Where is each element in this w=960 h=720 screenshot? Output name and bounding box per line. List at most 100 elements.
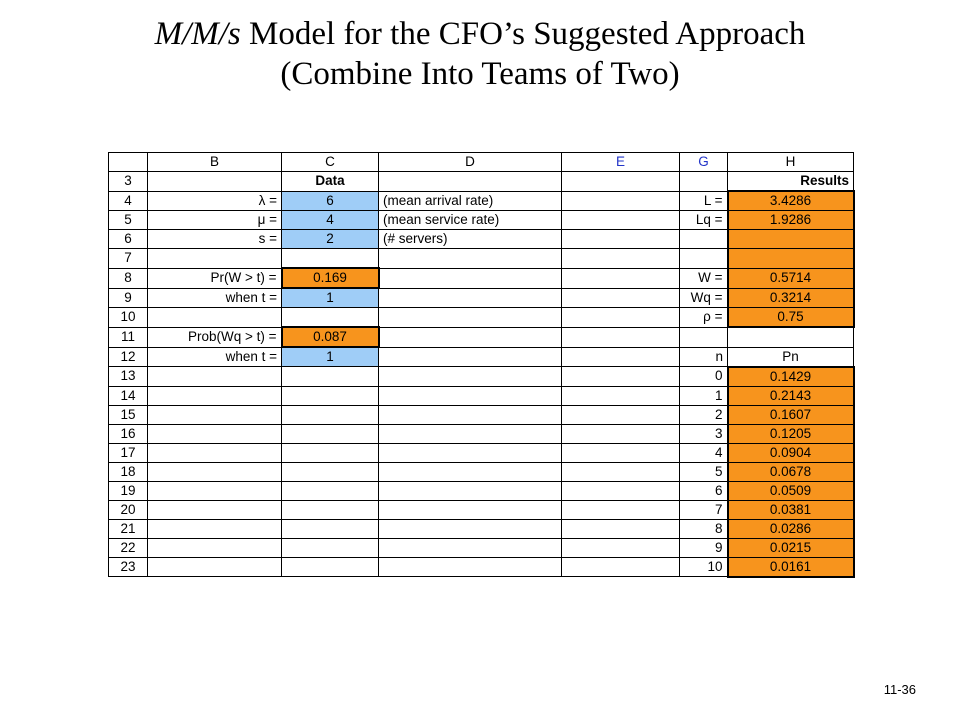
cell[interactable] — [378, 326, 562, 348]
cell[interactable] — [378, 366, 562, 387]
row-header[interactable]: 19 — [108, 480, 148, 501]
cell[interactable] — [281, 385, 379, 406]
cell[interactable] — [561, 326, 680, 348]
prob-wq-label[interactable]: Prob(Wq > t) = — [147, 326, 282, 348]
cell[interactable] — [679, 326, 728, 348]
cell[interactable] — [281, 404, 379, 425]
cell[interactable] — [378, 248, 562, 269]
cell[interactable] — [679, 229, 728, 249]
pn-value[interactable]: 0.1429 — [726, 365, 855, 387]
cell[interactable] — [561, 423, 680, 444]
rho-output[interactable]: 0.75 — [726, 307, 855, 328]
n-value[interactable]: 7 — [679, 499, 728, 520]
cell[interactable] — [281, 556, 379, 577]
cell[interactable] — [378, 171, 562, 192]
cell[interactable] — [378, 518, 562, 539]
l-output[interactable]: 3.4286 — [726, 190, 855, 211]
mu-input[interactable]: 4 — [281, 210, 379, 230]
column-header-b[interactable]: B — [147, 152, 282, 172]
when-t-label[interactable]: when t = — [147, 346, 282, 367]
pn-value[interactable]: 0.0904 — [726, 442, 855, 463]
row-header[interactable]: 22 — [108, 537, 148, 558]
cell[interactable] — [147, 385, 282, 406]
pn-value[interactable]: 0.0215 — [726, 537, 855, 558]
when-t-input[interactable]: 1 — [281, 287, 379, 308]
wq-label[interactable]: Wq = — [679, 287, 728, 308]
pn-value[interactable]: 0.0509 — [726, 480, 855, 501]
cell[interactable] — [561, 537, 680, 558]
n-value[interactable]: 9 — [679, 537, 728, 558]
column-header-e[interactable]: E — [561, 152, 680, 172]
pn-value[interactable]: 0.1607 — [726, 404, 855, 425]
cell[interactable] — [378, 346, 562, 367]
cell[interactable] — [147, 423, 282, 444]
results-cell[interactable] — [726, 229, 855, 249]
cell[interactable] — [281, 480, 379, 501]
cell[interactable] — [561, 385, 680, 406]
cell[interactable] — [147, 480, 282, 501]
row-header[interactable]: 4 — [108, 190, 148, 211]
cell[interactable] — [561, 461, 680, 482]
cell[interactable] — [281, 499, 379, 520]
pn-header[interactable]: Pn — [727, 346, 854, 367]
cell[interactable] — [147, 307, 282, 328]
prob-wq-output[interactable]: 0.087 — [280, 326, 380, 348]
cell[interactable] — [561, 190, 680, 211]
column-header-g[interactable]: G — [679, 152, 728, 172]
n-value[interactable]: 0 — [679, 366, 728, 387]
row-header[interactable]: 21 — [108, 518, 148, 539]
pr-w-label[interactable]: Pr(W > t) = — [147, 267, 282, 289]
cell[interactable] — [378, 423, 562, 444]
pn-value[interactable]: 0.2143 — [726, 385, 855, 406]
n-value[interactable]: 5 — [679, 461, 728, 482]
pr-w-output[interactable]: 0.169 — [280, 267, 380, 289]
cell[interactable] — [281, 442, 379, 463]
lambda-input[interactable]: 6 — [281, 190, 379, 211]
pn-value[interactable]: 0.0381 — [726, 499, 855, 520]
cell[interactable] — [561, 287, 680, 308]
cell[interactable] — [147, 537, 282, 558]
l-label[interactable]: L = — [679, 190, 728, 211]
cell[interactable] — [378, 307, 562, 328]
row-header[interactable]: 10 — [108, 307, 148, 328]
lambda-description[interactable]: (mean arrival rate) — [378, 190, 562, 211]
lq-label[interactable]: Lq = — [679, 210, 728, 230]
cell[interactable] — [147, 404, 282, 425]
cell[interactable] — [147, 518, 282, 539]
pn-value[interactable]: 0.1205 — [726, 423, 855, 444]
cell[interactable] — [679, 248, 728, 269]
cell[interactable] — [561, 556, 680, 577]
cell[interactable] — [281, 307, 379, 328]
n-value[interactable]: 10 — [679, 556, 728, 577]
column-header-d[interactable]: D — [378, 152, 562, 172]
rho-label[interactable]: ρ = — [679, 307, 728, 328]
cell[interactable] — [281, 423, 379, 444]
row-header[interactable]: 12 — [108, 346, 148, 367]
cell[interactable] — [561, 518, 680, 539]
cell[interactable] — [561, 267, 680, 289]
pn-value[interactable]: 0.0678 — [726, 461, 855, 482]
cell[interactable] — [378, 480, 562, 501]
results-cell[interactable] — [726, 248, 855, 269]
lambda-label[interactable]: λ = — [147, 190, 282, 211]
column-header-h[interactable]: H — [727, 152, 854, 172]
n-value[interactable]: 6 — [679, 480, 728, 501]
cell[interactable] — [561, 499, 680, 520]
row-header[interactable]: 11 — [108, 326, 148, 348]
row-header[interactable]: 3 — [108, 171, 148, 192]
n-value[interactable]: 8 — [679, 518, 728, 539]
cell[interactable] — [281, 518, 379, 539]
cell[interactable] — [281, 537, 379, 558]
n-value[interactable]: 3 — [679, 423, 728, 444]
cell[interactable] — [147, 556, 282, 577]
cell[interactable] — [378, 385, 562, 406]
cell[interactable] — [378, 404, 562, 425]
n-value[interactable]: 4 — [679, 442, 728, 463]
row-header[interactable]: 14 — [108, 385, 148, 406]
cell[interactable] — [281, 366, 379, 387]
cell[interactable] — [561, 307, 680, 328]
cell[interactable] — [561, 480, 680, 501]
w-output[interactable]: 0.5714 — [726, 267, 855, 289]
mu-description[interactable]: (mean service rate) — [378, 210, 562, 230]
row-header[interactable]: 9 — [108, 287, 148, 308]
